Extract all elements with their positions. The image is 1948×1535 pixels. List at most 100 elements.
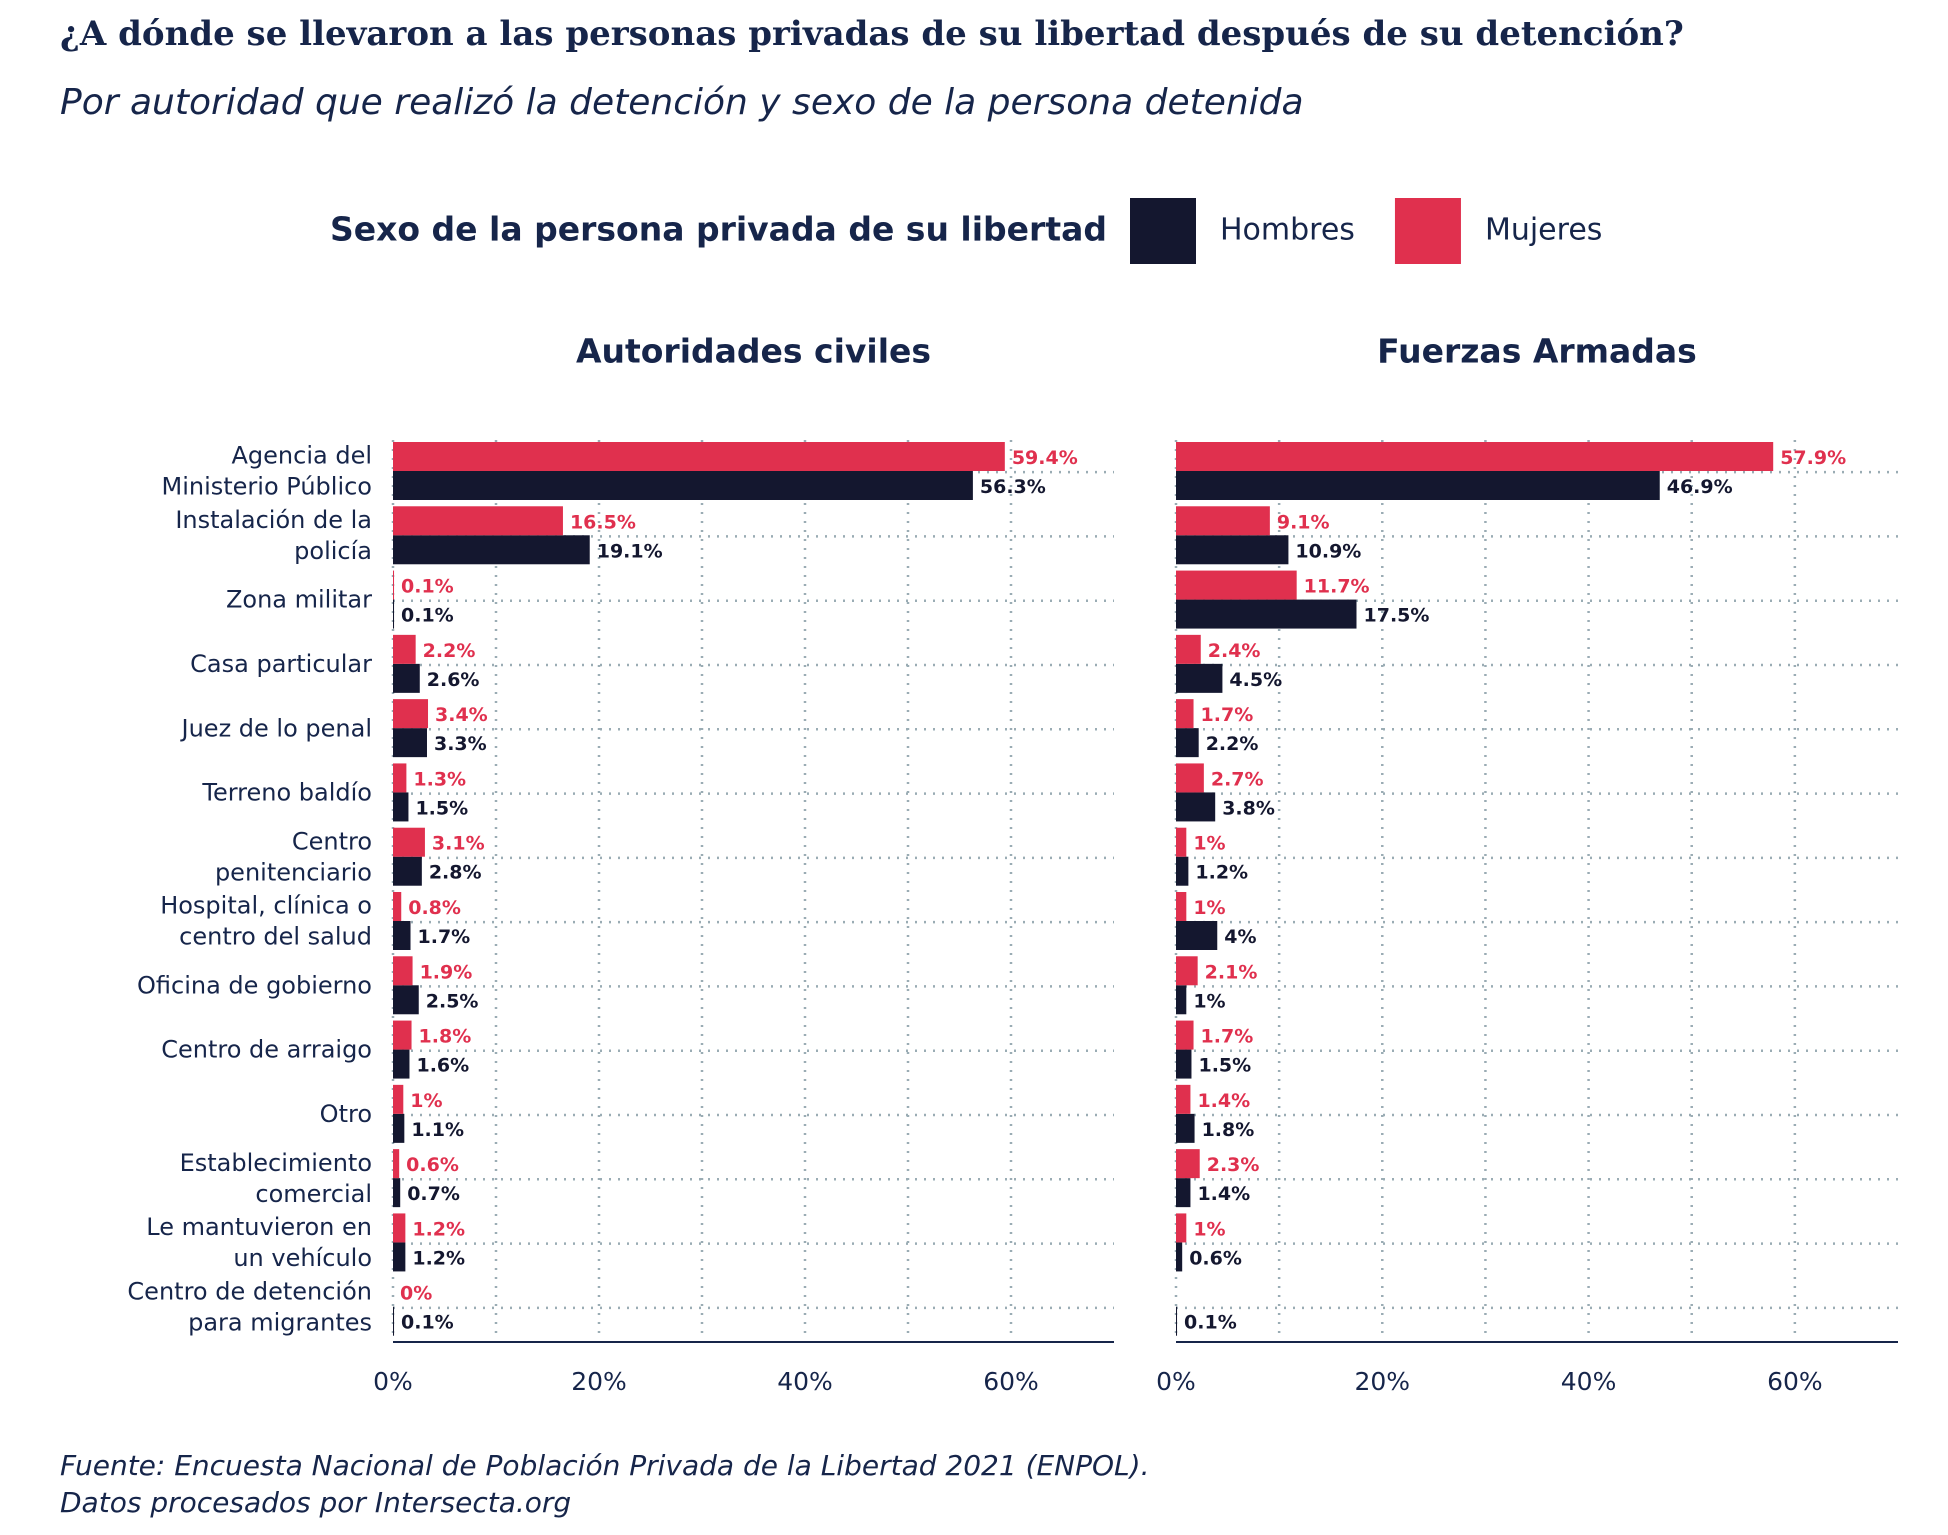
x-tick-label: 60% bbox=[983, 1367, 1039, 1396]
chart-title: ¿A dónde se llevaron a las personas priv… bbox=[60, 14, 1684, 54]
x-tick-label: 0% bbox=[1156, 1367, 1196, 1396]
bar bbox=[393, 1020, 412, 1050]
bar bbox=[393, 827, 425, 857]
bar bbox=[1176, 535, 1289, 565]
bar bbox=[1176, 985, 1187, 1015]
value-label: 2.4% bbox=[1208, 640, 1261, 662]
category-label: Otro bbox=[320, 1100, 372, 1128]
bar bbox=[1176, 599, 1357, 629]
bar bbox=[393, 570, 395, 600]
value-label: 0.6% bbox=[406, 1154, 459, 1176]
facet-title: Autoridades civiles bbox=[576, 332, 931, 371]
category-label: Terreno baldío bbox=[201, 779, 372, 807]
value-label: 1% bbox=[1193, 1218, 1225, 1240]
value-label: 17.5% bbox=[1364, 605, 1430, 627]
value-label: 1.2% bbox=[412, 1247, 465, 1269]
category-label: Le mantuvieron en un vehículo bbox=[146, 1213, 372, 1272]
value-label: 16.5% bbox=[570, 511, 636, 533]
bar bbox=[393, 1049, 410, 1079]
x-tick-label: 20% bbox=[571, 1367, 627, 1396]
value-label: 1.9% bbox=[420, 961, 473, 983]
value-label: 1% bbox=[1193, 897, 1225, 919]
x-tick-label: 60% bbox=[1767, 1367, 1823, 1396]
value-label: 3.1% bbox=[432, 833, 485, 855]
bar bbox=[1176, 663, 1223, 693]
legend-label: Hombres bbox=[1220, 213, 1355, 248]
bar bbox=[393, 1213, 406, 1243]
value-label: 0.7% bbox=[407, 1183, 460, 1205]
bar bbox=[1176, 699, 1194, 729]
bar bbox=[393, 956, 413, 986]
value-label: 4.5% bbox=[1229, 669, 1282, 691]
value-label: 1% bbox=[1193, 833, 1225, 855]
bar bbox=[393, 856, 422, 886]
source: Fuente: Encuesta Nacional de Población P… bbox=[60, 1449, 1149, 1482]
bar bbox=[393, 535, 590, 565]
value-label: 1.2% bbox=[1195, 862, 1248, 884]
x-tick-label: 0% bbox=[373, 1367, 413, 1396]
value-label: 1.2% bbox=[412, 1218, 465, 1240]
value-label: 0.1% bbox=[401, 1312, 454, 1334]
source: Datos procesados por Intersecta.org bbox=[60, 1486, 571, 1519]
bar bbox=[393, 763, 407, 793]
bar bbox=[1176, 921, 1218, 950]
bar bbox=[393, 506, 563, 536]
bar bbox=[393, 663, 420, 693]
value-label: 1% bbox=[1193, 990, 1225, 1012]
bar bbox=[1176, 506, 1270, 536]
category-label: Hospital, clínica o centro del salud bbox=[160, 892, 372, 951]
value-label: 1.5% bbox=[1198, 1055, 1251, 1077]
legend-label: Mujeres bbox=[1485, 213, 1602, 248]
value-label: 59.4% bbox=[1012, 447, 1078, 469]
legend-swatch bbox=[1394, 198, 1461, 264]
legend-title: Sexo de la persona privada de su liberta… bbox=[330, 210, 1107, 249]
value-label: 1.8% bbox=[1202, 1119, 1255, 1141]
bar bbox=[1176, 570, 1297, 600]
bar bbox=[393, 792, 409, 822]
category-label: Casa particular bbox=[190, 650, 372, 678]
bar bbox=[393, 1306, 395, 1336]
category-label: Zona militar bbox=[226, 586, 372, 614]
x-tick-label: 40% bbox=[777, 1367, 833, 1396]
bar bbox=[393, 1149, 400, 1179]
value-label: 1.7% bbox=[418, 926, 471, 948]
value-label: 1.4% bbox=[1197, 1090, 1250, 1112]
value-label: 10.9% bbox=[1295, 540, 1361, 562]
bar bbox=[393, 699, 429, 729]
value-label: 1.3% bbox=[413, 768, 466, 790]
bar bbox=[1176, 1213, 1187, 1243]
bar bbox=[393, 1178, 401, 1208]
value-label: 2.2% bbox=[1206, 733, 1259, 755]
bar bbox=[1176, 892, 1187, 921]
bar bbox=[1176, 471, 1660, 500]
bar bbox=[1176, 1049, 1192, 1079]
bar bbox=[1176, 956, 1198, 986]
value-label: 56.3% bbox=[980, 476, 1046, 498]
bar bbox=[1176, 763, 1204, 793]
value-label: 2.1% bbox=[1205, 961, 1258, 983]
value-label: 1.5% bbox=[415, 797, 468, 819]
facet-title: Fuerzas Armadas bbox=[1377, 332, 1697, 371]
value-label: 0.1% bbox=[1184, 1312, 1237, 1334]
x-tick-label: 20% bbox=[1354, 1367, 1410, 1396]
category-label: Juez de lo penal bbox=[180, 714, 372, 742]
value-label: 2.6% bbox=[427, 669, 480, 691]
value-label: 2.5% bbox=[426, 990, 479, 1012]
value-label: 1.7% bbox=[1201, 1026, 1254, 1048]
category-label: Oficina de gobierno bbox=[137, 971, 372, 999]
value-label: 0.6% bbox=[1189, 1247, 1242, 1269]
category-label: Establecimiento comercial bbox=[180, 1149, 372, 1208]
bar bbox=[1176, 442, 1774, 471]
value-label: 3.8% bbox=[1222, 797, 1275, 819]
value-label: 3.3% bbox=[434, 733, 487, 755]
category-label: Centro de arraigo bbox=[161, 1036, 372, 1064]
legend-swatch bbox=[1130, 198, 1196, 264]
value-label: 1.4% bbox=[1197, 1183, 1250, 1205]
value-label: 19.1% bbox=[597, 540, 663, 562]
bar bbox=[1176, 856, 1189, 886]
value-label: 3.4% bbox=[435, 704, 488, 726]
value-label: 1.6% bbox=[416, 1055, 469, 1077]
value-label: 2.2% bbox=[423, 640, 476, 662]
value-label: 1.7% bbox=[1201, 704, 1254, 726]
bar bbox=[1176, 634, 1201, 664]
